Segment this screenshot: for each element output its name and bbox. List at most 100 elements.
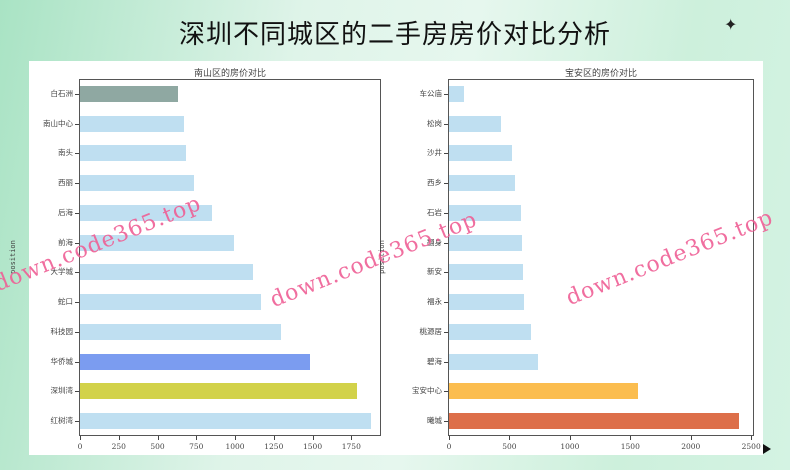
y-tick-label: 宝安中心 [412,386,442,396]
y-tick [444,123,448,125]
y-tick-label: 新安 [427,267,442,277]
bar [449,264,524,281]
x-tick-label: 2500 [741,442,761,451]
y-tick [75,183,79,185]
y-tick-label: 福永 [427,297,442,307]
y-tick-label: 前海 [58,237,73,247]
bar [80,204,213,221]
y-tick [75,302,79,304]
plot-area [448,79,754,436]
y-tick [75,391,79,393]
y-tick-label: 华侨城 [50,356,74,366]
y-tick-label: 桃源居 [419,326,443,336]
x-tick-label: 250 [111,442,126,451]
x-tick [751,436,753,440]
bar [449,115,501,132]
x-tick-label: 1250 [264,442,284,451]
x-tick-label: 0 [446,442,452,451]
x-tick-label: 1000 [560,442,580,451]
x-tick [569,436,571,440]
bar [449,85,464,102]
y-tick [444,212,448,214]
chart-title: 宝安区的房价对比 [564,69,637,79]
y-tick-label: 科技园 [50,326,74,336]
y-tick-label: 后海 [58,207,73,217]
bar [80,353,310,370]
x-tick [630,436,632,440]
y-tick [75,421,79,423]
chart-title: 南山区的房价对比 [193,69,266,79]
bar [80,234,235,251]
x-tick [80,436,81,440]
x-tick [690,436,692,440]
x-tick [351,436,353,440]
bar [80,264,253,281]
y-tick [444,153,448,155]
sparkle-icon: ✦ [724,15,738,34]
x-tick-label: 0 [77,442,83,451]
x-tick [449,436,450,440]
bar [449,175,516,192]
y-tick [444,391,448,393]
page-title: 深圳不同城区的二手房房价对比分析 [178,20,611,50]
y-tick-label: 大学城 [50,267,74,277]
y-tick [444,242,448,244]
bar [80,294,261,311]
bar [80,323,281,340]
next-arrow-icon[interactable] [763,444,771,454]
y-tick-label: 西丽 [58,178,73,188]
x-tick-label: 500 [150,442,165,451]
y-tick [75,331,79,333]
bar [80,85,179,102]
bar [80,115,185,132]
x-tick-label: 500 [502,442,517,451]
x-tick [118,436,120,440]
y-tick [75,212,79,214]
bar [449,353,539,370]
y-tick-label: 松岗 [427,118,442,128]
y-tick [444,421,448,423]
x-tick-label: 750 [189,442,204,451]
bar [449,145,512,162]
y-tick [75,153,79,155]
y-axis-title: position [378,239,386,274]
y-tick-label: 深圳湾 [50,386,74,396]
y-tick-label: 碧海 [427,356,442,366]
y-tick [75,93,79,95]
x-tick [157,436,159,440]
y-tick-label: 红树湾 [50,416,74,426]
y-tick-label: 南山中心 [43,118,73,128]
y-tick [75,272,79,274]
bar [80,175,195,192]
y-tick [444,93,448,95]
x-tick-label: 1000 [225,442,245,451]
y-tick-label: 曦城 [427,416,442,426]
bar [449,323,532,340]
x-tick-label: 1500 [620,442,640,451]
bar [449,294,525,311]
x-tick [196,436,198,440]
plot-area [79,79,381,436]
bar [80,145,187,162]
y-tick [75,242,79,244]
y-tick [75,123,79,125]
y-tick-label: 白石洲 [50,88,74,98]
x-tick [273,436,275,440]
y-tick [444,183,448,185]
x-tick [312,436,314,440]
y-tick-label: 翻身 [427,237,442,247]
y-tick [444,272,448,274]
x-tick [235,436,237,440]
bar [80,383,358,400]
y-tick [444,302,448,304]
bar [449,383,638,400]
y-tick-label: 车公庙 [419,88,443,98]
y-tick [75,361,79,363]
x-tick [509,436,511,440]
y-tick-label: 西乡 [427,178,442,188]
x-tick-label: 1750 [341,442,361,451]
bar [449,204,521,221]
x-tick-label: 2000 [681,442,701,451]
y-tick-label: 沙井 [427,148,442,158]
x-tick-label: 1500 [303,442,323,451]
